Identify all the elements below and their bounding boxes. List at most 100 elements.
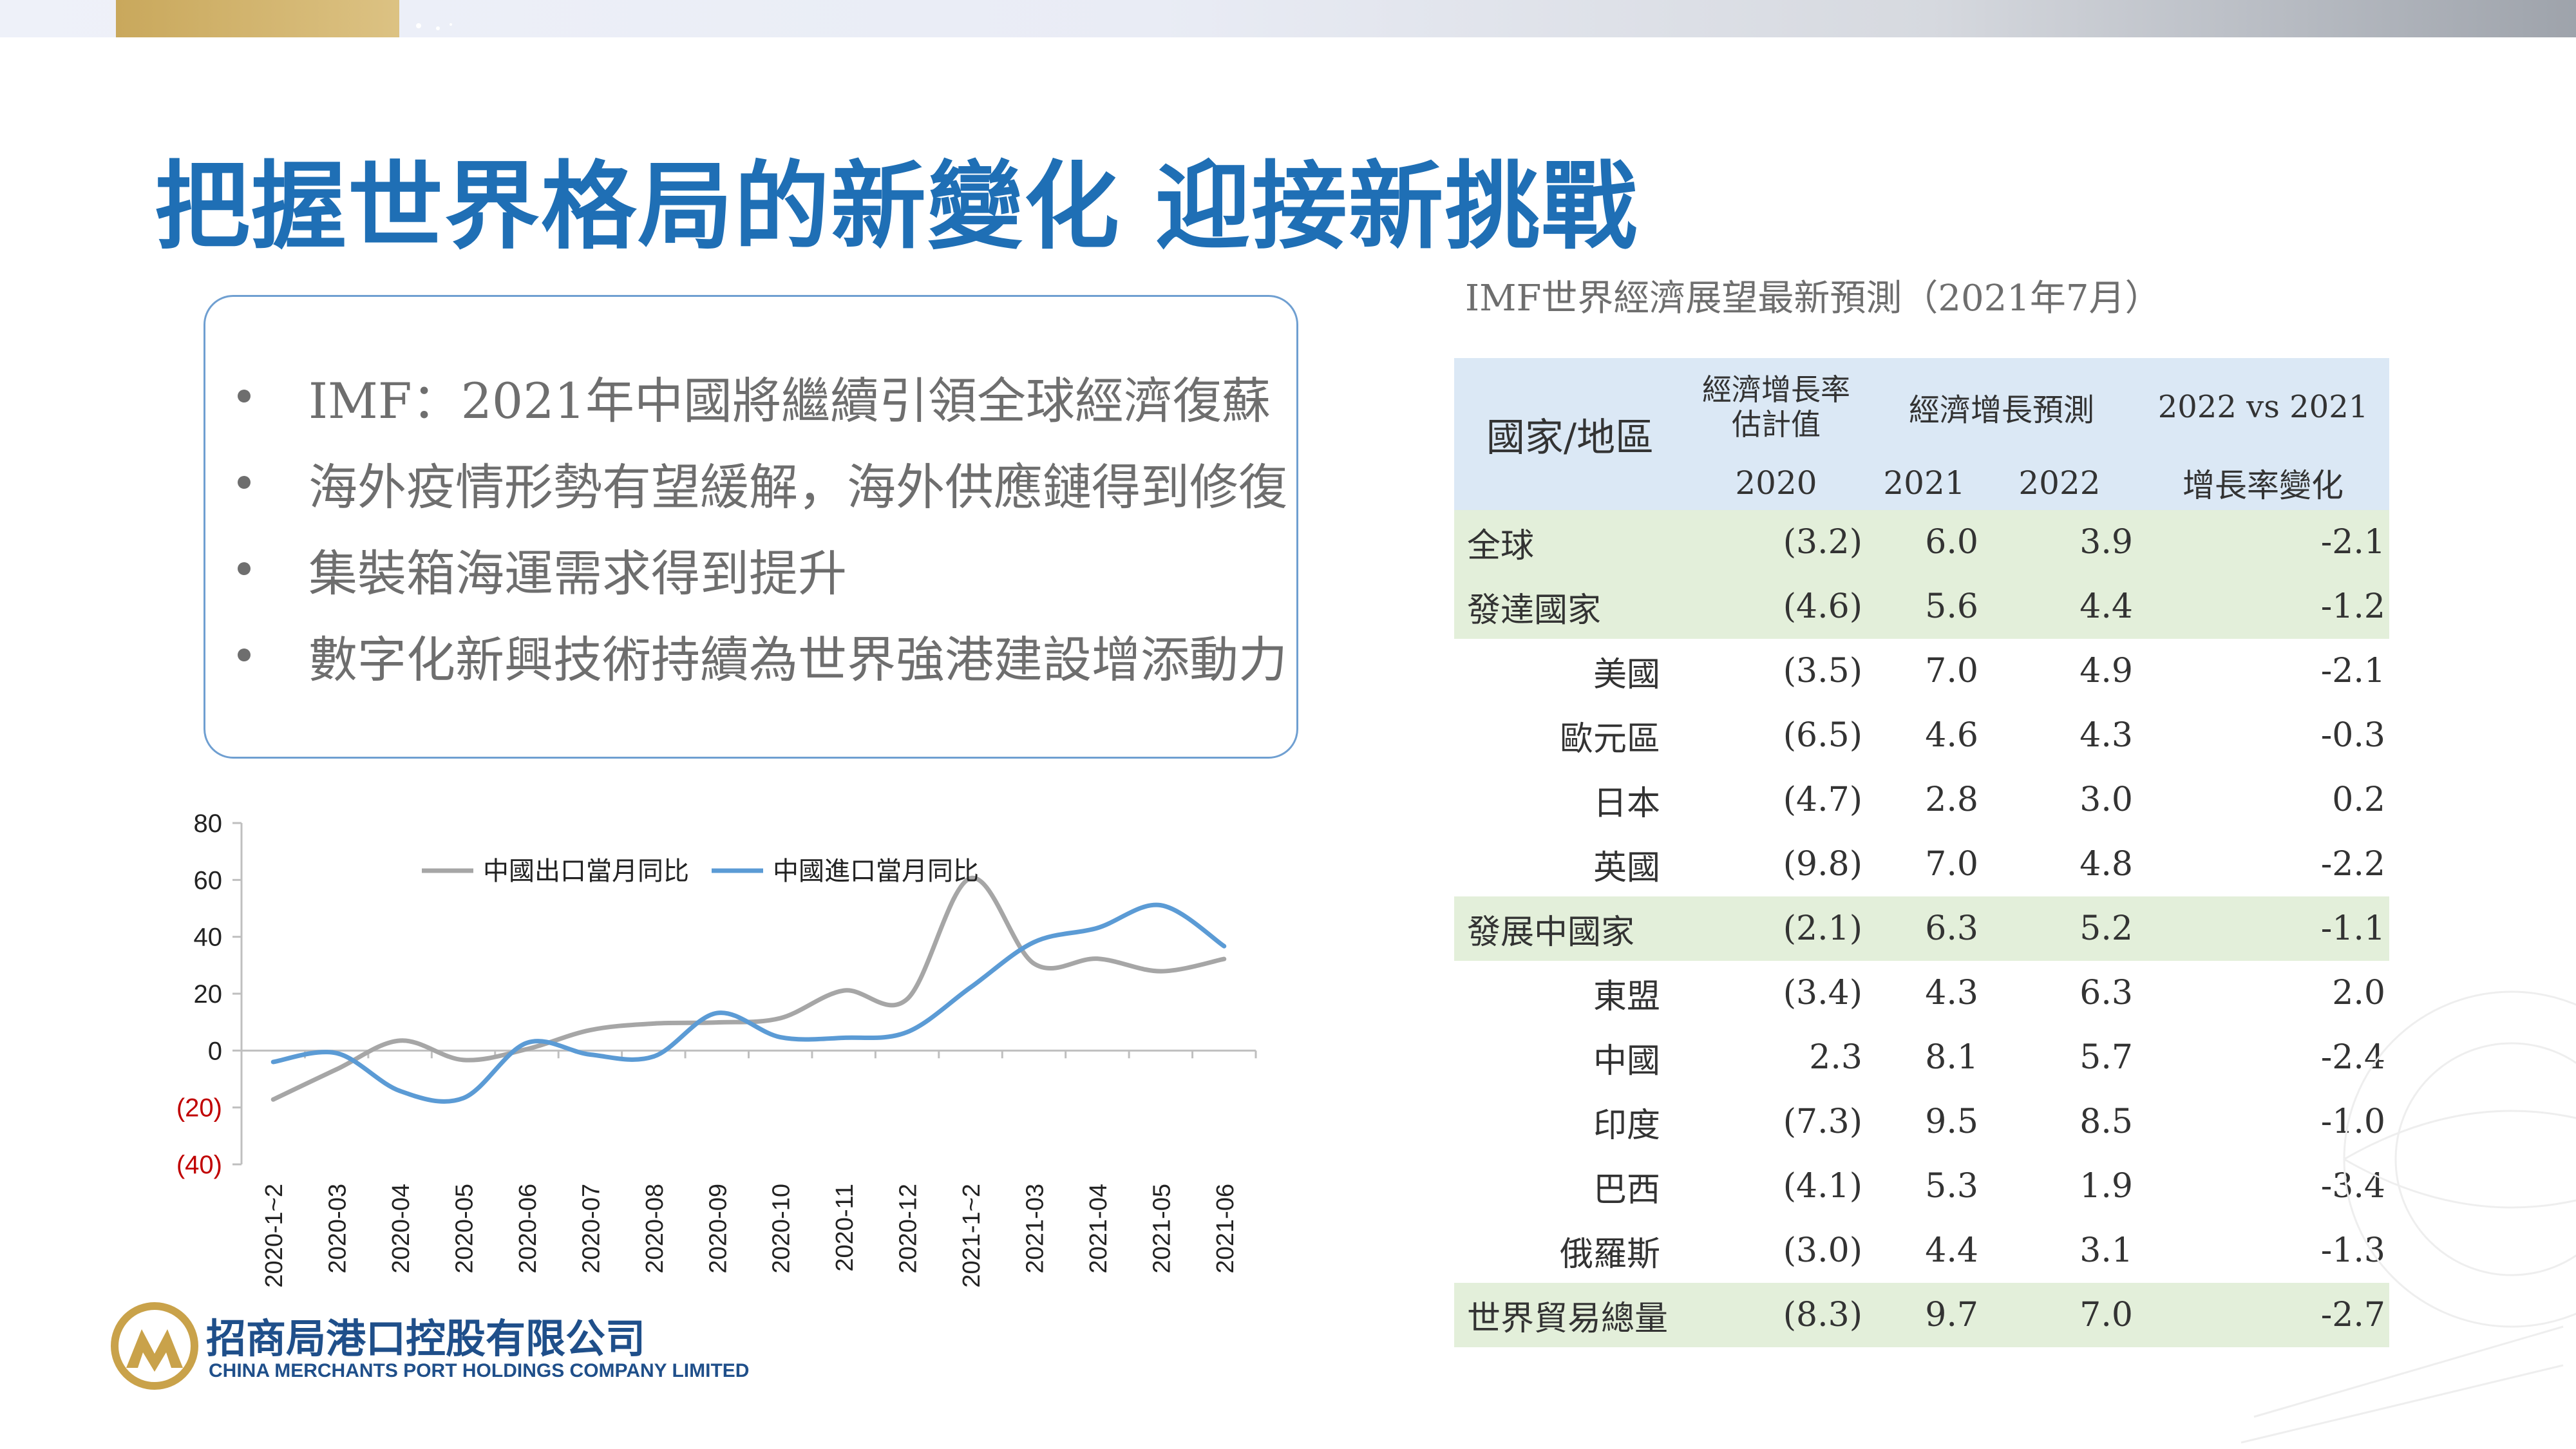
change-cell: -0.3 (2320, 716, 2385, 755)
table-row: 發達國家 (4.6) 5.6 4.4 -1.2 (1454, 574, 2389, 639)
country-cell: 日本 (1593, 784, 1660, 823)
estimate-2020-cell: 2.3 (1809, 1038, 1862, 1077)
forecast-2022-cell: 5.2 (1982, 896, 2137, 961)
table-row: 巴西 (4.1) 5.3 1.9 -3.4 (1454, 1154, 2389, 1218)
y-tick-label: 40 (194, 923, 223, 952)
company-logo: 招商局港口控股有限公司 CHINA MERCHANTS PORT HOLDING… (109, 1301, 749, 1397)
estimate-2020-cell: (3.5) (1783, 652, 1862, 690)
x-tick-label: 2020-10 (768, 1184, 795, 1273)
key-point-text: IMF：2021年中國將繼續引領全球經濟復蘇 (308, 372, 1271, 430)
page-title: 把握世界格局的新變化 迎接新挑戰 (155, 150, 1638, 262)
x-tick-label: 2020-07 (578, 1184, 605, 1273)
top-banner (0, 0, 2576, 37)
forecast-2022-cell: 4.4 (1982, 574, 2137, 639)
import-yoy-line (270, 902, 1227, 1104)
estimate-2020-cell: (3.0) (1783, 1231, 1862, 1270)
table-row: 印度 (7.3) 9.5 8.5 -1.0 (1454, 1090, 2389, 1154)
x-tick-label: 2020-03 (325, 1184, 352, 1273)
bullet-icon (238, 390, 251, 402)
country-cell: 印度 (1593, 1106, 1660, 1145)
forecast-2022-cell: 3.1 (2079, 1231, 2133, 1270)
y-tick-label: 60 (194, 866, 223, 895)
estimate-2020-cell: (4.6) (1686, 574, 1866, 639)
logo-name-en: CHINA MERCHANTS PORT HOLDINGS COMPANY LI… (209, 1360, 750, 1381)
table-row: 歐元區 (6.5) 4.6 4.3 -0.3 (1454, 703, 2389, 768)
country-cell: 東盟 (1593, 977, 1660, 1016)
estimate-2020-cell: (4.1) (1783, 1167, 1862, 1206)
x-tick-label: 2020-09 (705, 1184, 732, 1273)
forecast-2022-cell: 4.8 (2079, 845, 2133, 884)
x-tick-label: 2021-03 (1021, 1184, 1048, 1273)
forecast-2021-cell: 4.6 (1925, 716, 1978, 755)
change-cell: -2.1 (2320, 652, 2385, 690)
table-row: 東盟 (3.4) 4.3 6.3 2.0 (1454, 961, 2389, 1025)
forecast-2021-cell: 6.3 (1866, 896, 1982, 961)
country-cell: 美國 (1593, 655, 1660, 694)
bullet-icon (238, 649, 251, 661)
y-tick-label: (20) (176, 1094, 222, 1122)
change-cell: 2.0 (2332, 974, 2385, 1012)
trade-yoy-chart-svg: 80 60 40 20 0 (20) (40) 2020-1~2 2020-03 2020-04 2… (176, 810, 1257, 1288)
background-world-map-decoration (2240, 990, 2576, 1444)
table-row: 世界貿易總量 (8.3) 9.7 7.0 -2.7 (1454, 1283, 2389, 1347)
country-cell: 世界貿易總量 (1454, 1283, 1686, 1347)
x-tick-label: 2020-05 (451, 1184, 478, 1273)
estimate-2020-cell: (8.3) (1686, 1283, 1866, 1347)
estimate-2020-cell: (4.7) (1783, 781, 1862, 819)
x-tick-label: 2021-05 (1148, 1184, 1175, 1273)
change-cell: -2.7 (2137, 1283, 2389, 1347)
x-tick-label: 2021-04 (1085, 1184, 1112, 1273)
forecast-2021-cell: 4.4 (1925, 1231, 1978, 1270)
country-cell: 英國 (1593, 848, 1660, 887)
table-row: 俄羅斯 (3.0) 4.4 3.1 -1.3 (1454, 1218, 2389, 1283)
change-cell: -3.4 (2320, 1167, 2385, 1206)
cm-logo-icon (111, 1302, 198, 1390)
table-row: 中國 2.3 8.1 5.7 -2.4 (1454, 1025, 2389, 1090)
forecast-2022-cell: 5.7 (2079, 1038, 2133, 1077)
table-row: 美國 (3.5) 7.0 4.9 -2.1 (1454, 639, 2389, 703)
country-cell: 俄羅斯 (1559, 1235, 1660, 1274)
x-tick-label: 2021-06 (1212, 1184, 1239, 1273)
x-tick-label: 2020-11 (831, 1184, 858, 1272)
legend-label: 中國出口當月同比 (483, 857, 689, 886)
forecast-2022-cell: 4.3 (2079, 716, 2133, 755)
col-header-estimate-line2: 估計值 (1732, 407, 1821, 442)
table-row: 發展中國家 (2.1) 6.3 5.2 -1.1 (1454, 896, 2389, 961)
table-row: 日本 (4.7) 2.8 3.0 0.2 (1454, 768, 2389, 832)
col-header-change: 增長率變化 (2137, 456, 2389, 510)
forecast-2021-cell: 9.5 (1925, 1103, 1978, 1141)
key-point-text: 海外疫情形勢有望緩解，海外供應鏈得到修復 (308, 459, 1287, 516)
table-row: 全球 (3.2) 6.0 3.9 -2.1 (1454, 510, 2389, 574)
forecast-2021-cell: 8.1 (1925, 1038, 1978, 1077)
x-tick-label: 2020-08 (641, 1184, 668, 1273)
imf-forecast-table: 國家/地區 經濟增長率 估計值 經濟增長預測 2022 vs 2021 2020… (1454, 358, 2389, 1347)
key-point-text: 集裝箱海運需求得到提升 (308, 545, 847, 602)
estimate-2020-cell: (3.2) (1686, 510, 1866, 574)
forecast-2021-cell: 9.7 (1866, 1283, 1982, 1347)
y-tick-label: 20 (194, 980, 223, 1009)
col-header-forecast: 經濟增長預測 (1866, 358, 2137, 456)
estimate-2020-cell: (6.5) (1783, 716, 1862, 755)
bullet-icon (238, 476, 251, 489)
country-cell: 中國 (1593, 1041, 1660, 1081)
forecast-2022-cell: 3.0 (2079, 781, 2133, 819)
change-cell: 0.2 (2332, 781, 2385, 819)
country-cell: 歐元區 (1559, 719, 1660, 759)
sparkle-decoration (416, 23, 452, 30)
x-tick-label: 2020-1~2 (261, 1184, 288, 1288)
y-tick-label: 80 (194, 810, 223, 838)
col-header-2021: 2021 (1866, 456, 1982, 510)
forecast-2022-cell: 3.9 (1982, 510, 2137, 574)
x-tick-label: 2020-06 (515, 1184, 542, 1273)
col-header-country: 國家/地區 (1454, 358, 1686, 510)
change-cell: -2.1 (2137, 510, 2389, 574)
estimate-2020-cell: (3.4) (1783, 974, 1862, 1012)
table-header-row: 國家/地區 經濟增長率 估計值 經濟增長預測 2022 vs 2021 (1454, 358, 2389, 510)
change-cell: -1.2 (2137, 574, 2389, 639)
x-tick-label: 2020-12 (895, 1184, 922, 1273)
forecast-2021-cell: 2.8 (1925, 781, 1978, 819)
bullet-icon (238, 562, 251, 575)
table-caption: IMF世界經濟展望最新預測（2021年7月） (1465, 278, 2161, 319)
change-cell: -1.3 (2320, 1231, 2385, 1270)
trade-yoy-chart: 80 60 40 20 0 (20) (40) 2020-1~2 2020-03 2020-04 2… (161, 805, 1275, 1320)
